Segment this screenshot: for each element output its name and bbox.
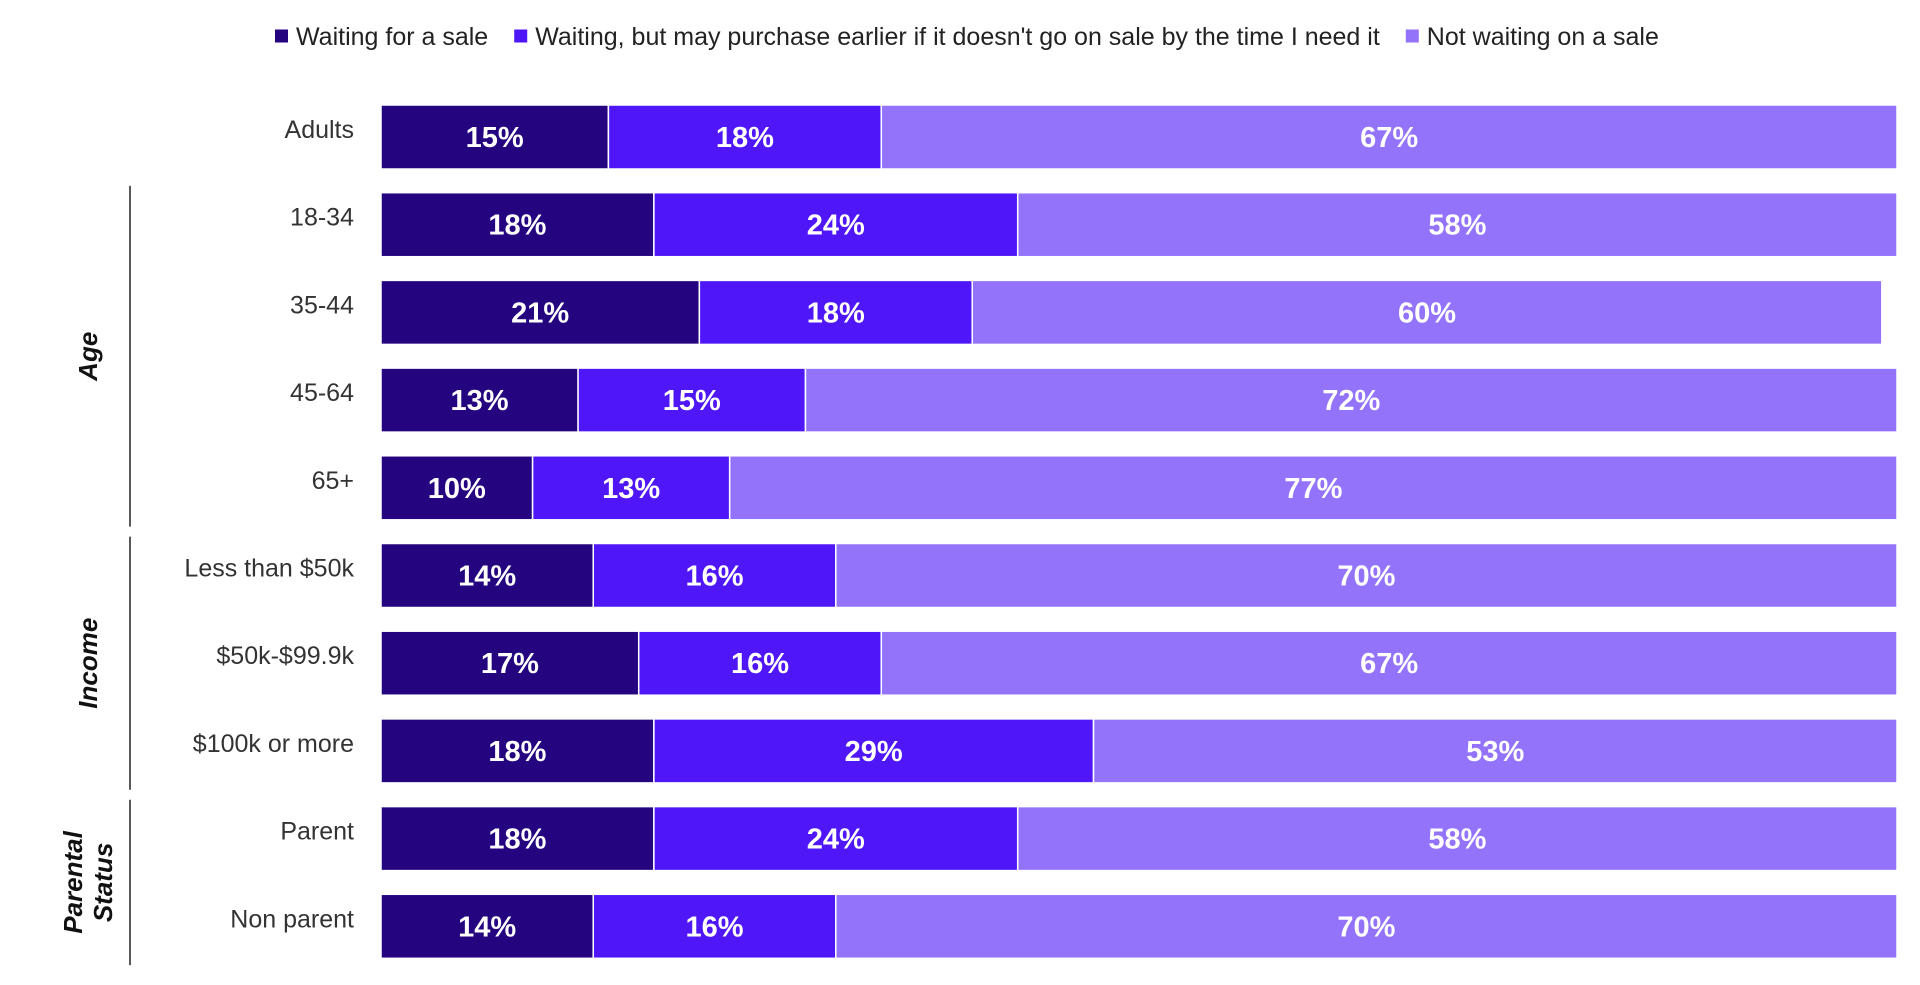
- category-label-45-64: 45-64: [290, 379, 354, 407]
- bar-65-series-1: [380, 455, 534, 521]
- bar-50k-99-9k-series-2: [637, 630, 883, 696]
- value-label-parent-series-3: 58%: [1428, 824, 1486, 856]
- bar-45-64-series-3: [804, 367, 1898, 433]
- category-label-65: 65+: [312, 467, 354, 495]
- bar-35-44-series-2: [698, 279, 973, 346]
- bar-non-parent-series-2: [592, 893, 837, 960]
- group-label-parental-status: ParentalStatus: [58, 830, 118, 933]
- category-label-non-parent: Non parent: [230, 905, 354, 933]
- bar-18-34-series-1: [380, 191, 655, 258]
- bar-65-series-3: [728, 455, 1898, 521]
- value-label-non-parent-series-2: 16%: [685, 911, 743, 943]
- value-label-less-than-50k-series-1: 14%: [458, 561, 516, 593]
- value-label-35-44-series-3: 60%: [1398, 297, 1456, 329]
- legend-swatch-series-1: [275, 29, 288, 43]
- bar-non-parent-series-3: [835, 893, 1898, 960]
- value-label-45-64-series-1: 13%: [451, 385, 509, 417]
- value-label-non-parent-series-1: 14%: [458, 911, 516, 943]
- bar-less-than-50k-series-1: [380, 542, 594, 609]
- chart-legend: Waiting for a sale Waiting, but may purch…: [275, 23, 1659, 51]
- value-label-50k-99-9k-series-2: 16%: [731, 648, 789, 680]
- category-label-100k-or-more: $100k or more: [193, 730, 354, 758]
- bar-100k-or-more-series-3: [1092, 718, 1898, 784]
- value-label-18-34-series-1: 18%: [488, 210, 546, 242]
- value-label-less-than-50k-series-3: 70%: [1337, 561, 1395, 593]
- value-label-less-than-50k-series-2: 16%: [685, 561, 743, 593]
- bar-area: 15% 18% 67% 18% 24% 58% 21% 18% 60% 13% 15% 72% 10% 1…: [380, 104, 1898, 960]
- group-label-age: Age: [73, 332, 103, 382]
- category-label-18-34: 18-34: [290, 204, 354, 232]
- value-label-18-34-series-3: 58%: [1428, 210, 1486, 242]
- value-label-100k-or-more-series-2: 29%: [845, 736, 903, 768]
- value-label-45-64-series-3: 72%: [1322, 385, 1380, 417]
- bar-50k-99-9k-series-1: [380, 630, 640, 696]
- bar-45-64-series-2: [577, 367, 807, 433]
- value-label-65-series-1: 10%: [428, 473, 486, 505]
- legend-label-series-1: Waiting for a sale: [296, 23, 488, 51]
- value-label-45-64-series-2: 15%: [663, 385, 721, 417]
- value-label-65-series-3: 77%: [1284, 473, 1342, 505]
- bar-parent-series-2: [653, 805, 1019, 872]
- value-label-adults-series-1: 15%: [466, 122, 524, 154]
- legend-label-series-3: Not waiting on a sale: [1427, 23, 1659, 51]
- legend-label-series-2: Waiting, but may purchase earlier if it …: [535, 23, 1380, 51]
- bar-100k-or-more-series-2: [653, 718, 1095, 784]
- value-label-non-parent-series-3: 70%: [1337, 911, 1395, 943]
- legend-swatch-series-2: [514, 29, 528, 43]
- category-label-35-44: 35-44: [290, 291, 354, 319]
- category-label-less-than-50k: Less than $50k: [184, 555, 354, 583]
- legend-swatch-series-3: [1405, 29, 1419, 43]
- value-label-35-44-series-1: 21%: [511, 297, 569, 329]
- bar-18-34-series-2: [653, 191, 1019, 258]
- bar-less-than-50k-series-2: [592, 542, 837, 609]
- bar-18-34-series-3: [1016, 191, 1898, 258]
- category-label-parent: Parent: [280, 818, 354, 846]
- bar-adults-series-1: [380, 104, 610, 170]
- value-label-18-34-series-2: 24%: [807, 210, 865, 242]
- value-label-50k-99-9k-series-3: 67%: [1360, 648, 1418, 680]
- category-label-adults: Adults: [285, 116, 354, 144]
- group-brackets: Age Income ParentalStatus: [58, 185, 131, 966]
- bar-adults-series-2: [607, 104, 883, 170]
- value-label-100k-or-more-series-3: 53%: [1466, 736, 1524, 768]
- bar-parent-series-1: [380, 805, 655, 872]
- value-label-adults-series-3: 67%: [1360, 122, 1418, 154]
- bar-parent-series-3: [1016, 805, 1898, 872]
- bar-35-44-series-3: [971, 279, 1883, 346]
- value-label-50k-99-9k-series-1: 17%: [481, 648, 539, 680]
- bar-45-64-series-1: [380, 367, 579, 433]
- bar-adults-series-3: [880, 104, 1898, 170]
- bar-50k-99-9k-series-3: [880, 630, 1898, 696]
- value-label-100k-or-more-series-1: 18%: [488, 736, 546, 768]
- bar-less-than-50k-series-3: [835, 542, 1898, 609]
- value-label-35-44-series-2: 18%: [807, 297, 865, 329]
- category-label-50k-99-9k: $50k-$99.9k: [216, 642, 354, 670]
- bar-65-series-2: [531, 455, 731, 521]
- bar-100k-or-more-series-1: [380, 718, 655, 784]
- value-label-parent-series-2: 24%: [807, 824, 865, 856]
- value-label-adults-series-2: 18%: [716, 122, 774, 154]
- category-labels: Adults 18-34 35-44 45-64 65+ Less than $50k $5…: [184, 116, 354, 933]
- value-label-parent-series-1: 18%: [488, 824, 546, 856]
- group-label-income: Income: [73, 618, 103, 709]
- bar-35-44-series-1: [380, 279, 701, 346]
- value-label-65-series-2: 13%: [602, 473, 660, 505]
